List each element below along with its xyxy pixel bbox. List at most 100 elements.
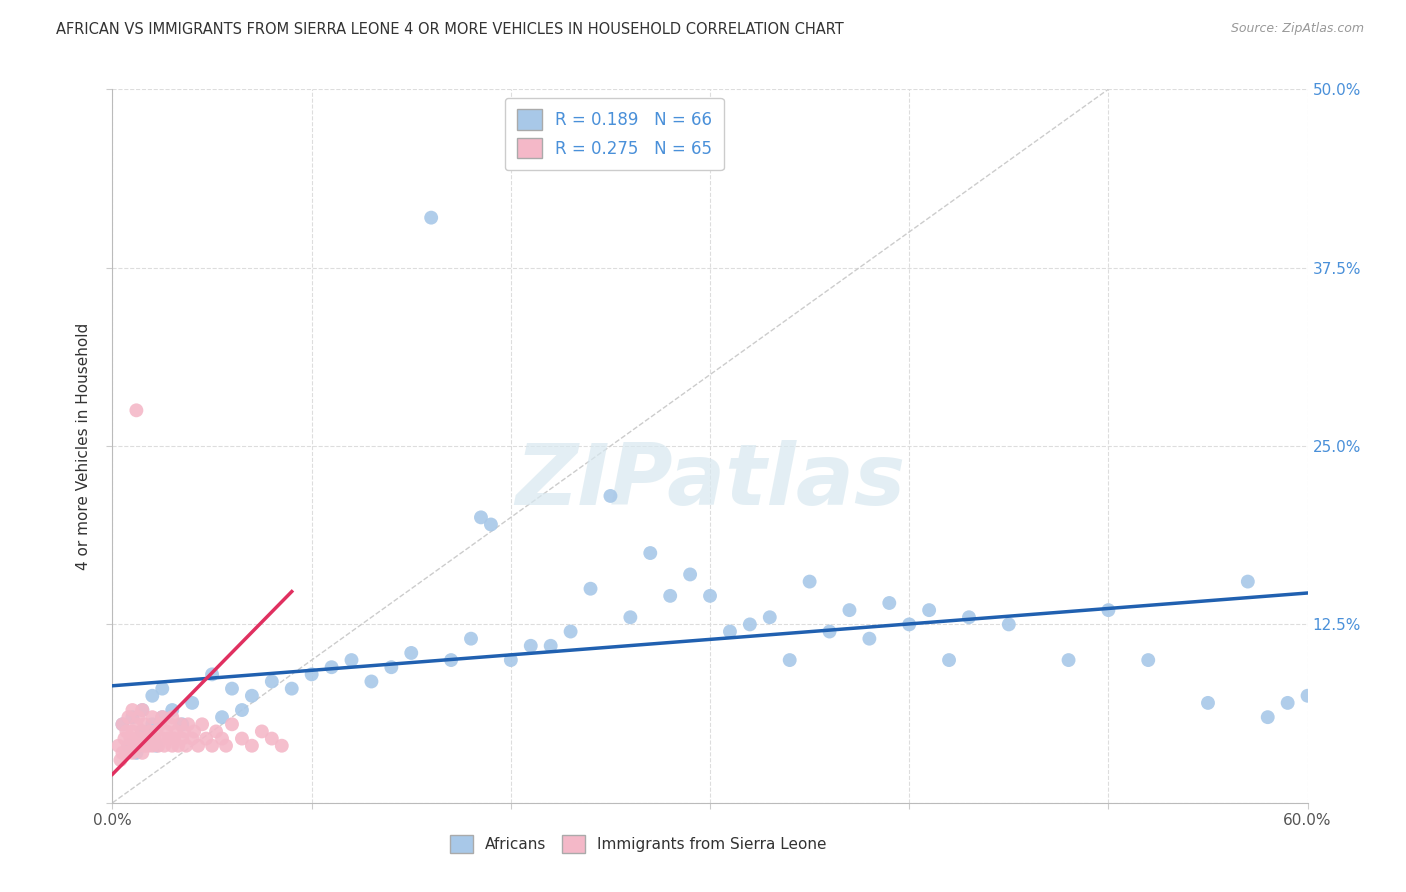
Point <box>131 724 153 739</box>
Point <box>619 610 641 624</box>
Point <box>779 653 801 667</box>
Point <box>181 696 204 710</box>
Point <box>145 739 167 753</box>
Point <box>401 646 423 660</box>
Point <box>162 703 183 717</box>
Point <box>172 731 194 746</box>
Point <box>1296 689 1319 703</box>
Point <box>138 731 160 746</box>
Point <box>138 739 160 753</box>
Point <box>135 731 157 746</box>
Point <box>818 624 841 639</box>
Point <box>640 546 662 560</box>
Point <box>211 731 233 746</box>
Point <box>159 717 181 731</box>
Point <box>120 731 142 746</box>
Point <box>107 739 129 753</box>
Point <box>162 739 183 753</box>
Point <box>150 681 173 696</box>
Point <box>148 739 170 753</box>
Point <box>1097 603 1119 617</box>
Point <box>270 739 292 753</box>
Point <box>240 739 263 753</box>
Point <box>440 653 463 667</box>
Point <box>163 731 186 746</box>
Point <box>141 739 163 753</box>
Point <box>211 710 233 724</box>
Point <box>121 746 143 760</box>
Point <box>579 582 602 596</box>
Point <box>131 703 153 717</box>
Point <box>117 710 139 724</box>
Point <box>134 739 156 753</box>
Point <box>195 731 218 746</box>
Point <box>301 667 323 681</box>
Point <box>340 653 363 667</box>
Point <box>260 674 283 689</box>
Point <box>177 717 200 731</box>
Point <box>520 639 543 653</box>
Point <box>699 589 721 603</box>
Point <box>139 724 162 739</box>
Point <box>172 717 194 731</box>
Y-axis label: 4 or more Vehicles in Household: 4 or more Vehicles in Household <box>76 322 91 570</box>
Point <box>157 731 180 746</box>
Point <box>149 717 172 731</box>
Point <box>938 653 960 667</box>
Point <box>679 567 702 582</box>
Point <box>838 603 860 617</box>
Point <box>124 739 146 753</box>
Point <box>111 717 134 731</box>
Point <box>540 639 562 653</box>
Point <box>898 617 921 632</box>
Point <box>221 717 243 731</box>
Point <box>183 724 205 739</box>
Point <box>165 724 187 739</box>
Point <box>420 211 443 225</box>
Point <box>134 717 156 731</box>
Point <box>321 660 343 674</box>
Point <box>560 624 582 639</box>
Point <box>167 739 190 753</box>
Point <box>879 596 901 610</box>
Point <box>231 703 253 717</box>
Point <box>858 632 880 646</box>
Point <box>1257 710 1279 724</box>
Point <box>1197 696 1219 710</box>
Point <box>659 589 682 603</box>
Point <box>201 739 224 753</box>
Point <box>231 731 253 746</box>
Point <box>918 603 941 617</box>
Point <box>479 517 502 532</box>
Point <box>150 731 173 746</box>
Point <box>799 574 821 589</box>
Text: AFRICAN VS IMMIGRANTS FROM SIERRA LEONE 4 OR MORE VEHICLES IN HOUSEHOLD CORRELAT: AFRICAN VS IMMIGRANTS FROM SIERRA LEONE … <box>56 22 844 37</box>
Point <box>125 403 148 417</box>
Point <box>499 653 522 667</box>
Point <box>174 739 197 753</box>
Point <box>127 710 149 724</box>
Point <box>162 710 183 724</box>
Point <box>1237 574 1260 589</box>
Point <box>150 710 173 724</box>
Point <box>150 710 173 724</box>
Point <box>131 724 153 739</box>
Point <box>191 717 214 731</box>
Point <box>125 717 148 731</box>
Point <box>738 617 761 632</box>
Point <box>115 746 138 760</box>
Point <box>131 703 153 717</box>
Point <box>718 624 741 639</box>
Point <box>141 710 163 724</box>
Point <box>121 703 143 717</box>
Point <box>470 510 492 524</box>
Point <box>460 632 482 646</box>
Text: ZIPatlas: ZIPatlas <box>515 440 905 524</box>
Point <box>155 724 177 739</box>
Point <box>131 746 153 760</box>
Point <box>380 660 402 674</box>
Point <box>115 724 138 739</box>
Point <box>169 717 191 731</box>
Point <box>205 724 228 739</box>
Point <box>759 610 782 624</box>
